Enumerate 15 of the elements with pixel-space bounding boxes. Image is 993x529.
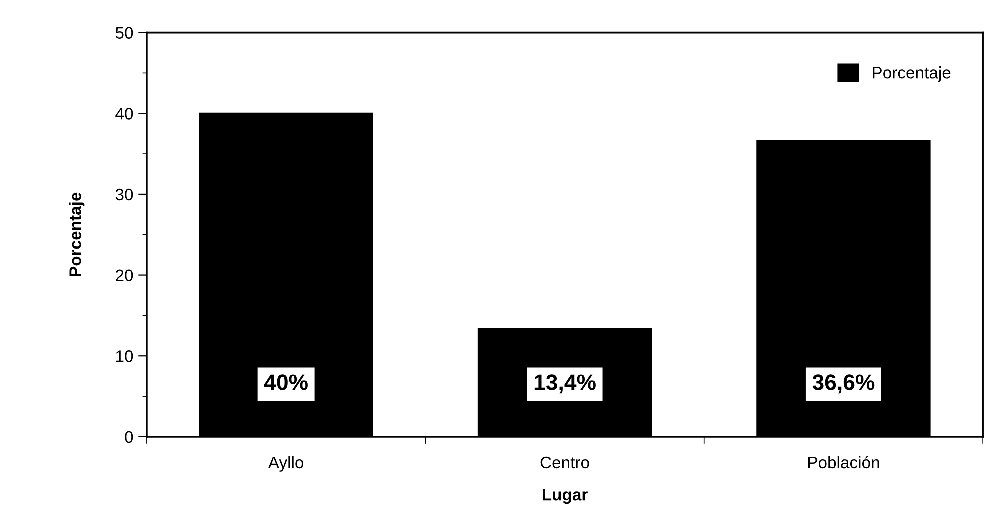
y-tick-label: 40	[116, 108, 134, 120]
data-label: 36,6%	[812, 374, 875, 394]
y-tick-label: 30	[116, 188, 134, 201]
y-tick-label: 20	[116, 270, 134, 282]
data-label: 40%	[264, 374, 308, 390]
y-axis-title: Porcentaje	[69, 192, 85, 276]
legend-label: Porcentaje	[873, 66, 951, 82]
x-tick-label: Población	[808, 456, 880, 469]
x-tick-label: Ayllo	[268, 456, 304, 472]
x-axis-title: Lugar	[542, 489, 588, 504]
y-tick-label: 50	[116, 27, 134, 39]
data-label: 13,4%	[534, 374, 596, 394]
y-tick-label: 0	[125, 431, 134, 444]
x-tick-label: Centro	[540, 456, 590, 469]
y-tick-label: 10	[116, 350, 134, 362]
